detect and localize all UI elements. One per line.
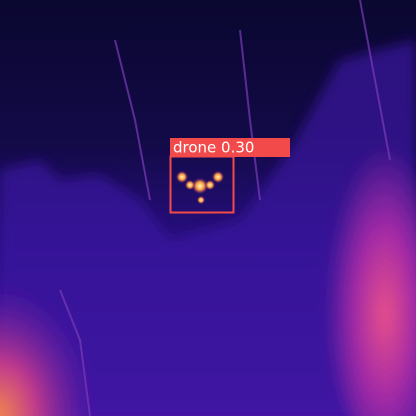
warm-trees-left (0, 240, 110, 416)
detection-label: drone 0.30 (173, 139, 254, 157)
branches (59, 0, 391, 416)
warm-trees-right (325, 110, 416, 416)
detection-label-bg (170, 138, 290, 157)
drone-heat-signature (176, 171, 224, 204)
